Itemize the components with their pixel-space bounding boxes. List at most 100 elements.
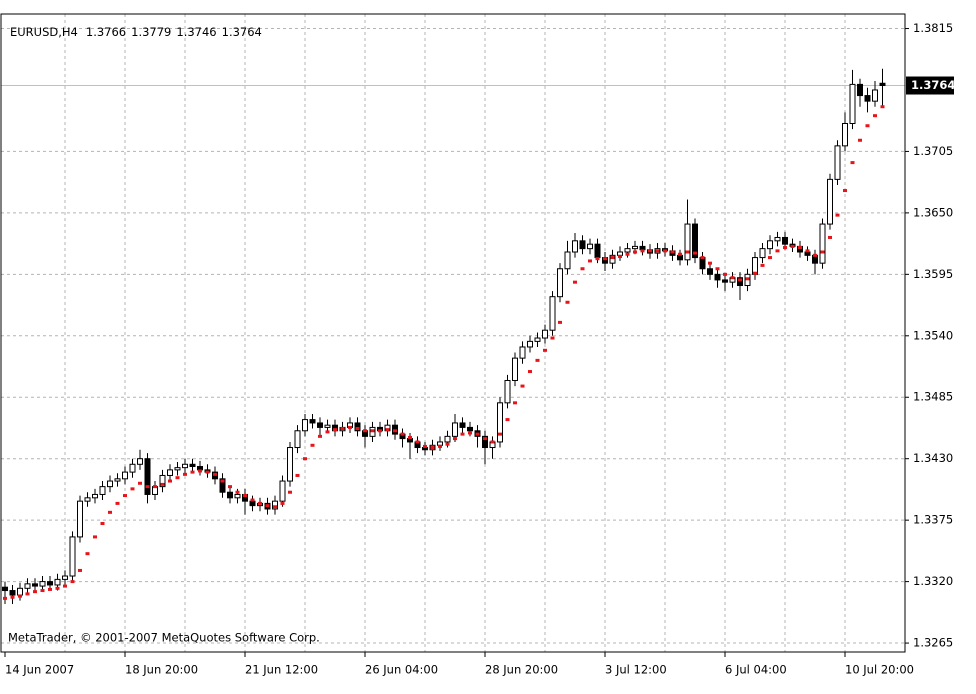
x-tick-label: 10 Jul 20:00 — [845, 663, 914, 677]
indicator-dot — [85, 552, 90, 556]
candle-body — [144, 458, 151, 495]
candle-body — [77, 500, 83, 538]
candle-body — [62, 575, 68, 580]
candle-body — [564, 251, 571, 270]
indicator-dot — [483, 437, 487, 441]
y-tick-label: 1.3595 — [913, 267, 953, 281]
candle-body — [167, 469, 173, 476]
indicator-dot — [130, 487, 135, 491]
candle-body — [542, 329, 548, 339]
candle-body — [737, 277, 743, 287]
indicator-dot — [588, 259, 592, 263]
candle-body — [234, 493, 241, 499]
indicator-dot — [558, 320, 562, 324]
x-tick-label: 28 Jun 20:00 — [485, 663, 558, 677]
candle-body — [497, 402, 503, 443]
candle-body — [279, 480, 286, 502]
x-tick-label: 21 Jun 12:00 — [245, 663, 318, 677]
indicator-dot — [205, 470, 210, 474]
candle-body — [759, 248, 766, 259]
indicator-dot — [618, 254, 622, 258]
candle-body — [819, 223, 826, 264]
indicator-dot — [235, 490, 240, 494]
y-tick-label: 1.3265 — [913, 636, 953, 650]
price-label-box — [906, 76, 954, 95]
indicator-dot — [700, 256, 705, 260]
candle-body — [24, 583, 31, 589]
candle-body — [92, 493, 98, 499]
indicator-dot — [40, 589, 45, 593]
indicator-dot — [768, 256, 772, 260]
indicator-dot — [438, 444, 442, 448]
indicator-dot — [213, 472, 217, 476]
plot-border — [0, 13, 906, 653]
candle-body — [579, 240, 586, 250]
indicator-dot — [685, 250, 690, 254]
candle-body — [707, 268, 713, 275]
indicator-dot — [385, 428, 390, 432]
candle-body — [587, 243, 593, 250]
indicator-dot — [880, 105, 885, 109]
indicator-dot — [783, 246, 787, 250]
y-tick-label: 1.3650 — [913, 205, 953, 219]
indicator-dot — [18, 594, 22, 598]
indicator-dot — [280, 501, 285, 505]
indicator-dot — [228, 485, 232, 489]
open-value: 1.3766 — [86, 25, 126, 39]
candle-body — [294, 430, 301, 449]
candle-body — [782, 236, 788, 245]
indicator-dot — [168, 479, 172, 483]
indicator-dot — [160, 482, 165, 486]
candle-body — [444, 435, 451, 443]
candle-body — [609, 254, 616, 264]
indicator-dot — [678, 252, 682, 256]
annotation: MetaTrader, © 2001-2007 MetaQuotes Softw… — [8, 631, 320, 645]
low-value: 1.3746 — [176, 25, 216, 39]
indicator-dot — [78, 568, 82, 572]
candle-body — [137, 458, 143, 465]
y-tick-label: 1.3815 — [913, 21, 953, 35]
candle-body — [572, 240, 578, 253]
candle-body — [827, 178, 833, 225]
indicator-dot — [550, 336, 555, 340]
candle-body — [114, 478, 121, 482]
indicator-dot — [730, 276, 735, 280]
candle-body — [639, 245, 646, 251]
candle-body — [527, 340, 533, 348]
candle-body — [557, 268, 563, 298]
indicator-dot — [505, 418, 510, 422]
candle-body — [227, 491, 233, 499]
x-tick-label: 26 Jun 04:00 — [365, 663, 438, 677]
indicator-dot — [153, 485, 157, 489]
indicator-dot — [475, 432, 480, 436]
candle-body — [857, 83, 863, 97]
indicator-dot — [258, 501, 262, 505]
axis: 1.3815 1.3705 1.3650 1.3595 1.3540 1.3485 1.34… — [4, 21, 955, 677]
high-value: 1.3779 — [131, 25, 171, 39]
indicator-dot — [198, 469, 202, 473]
indicator-dot — [303, 457, 307, 461]
indicator-dot — [108, 510, 112, 514]
grid — [1, 14, 905, 652]
indicator-dot — [48, 587, 52, 591]
candle-body — [452, 422, 458, 437]
candle-body — [804, 251, 811, 256]
indicator-dot — [355, 427, 360, 431]
indicator-dot — [663, 249, 667, 253]
indicator-dot — [250, 498, 255, 502]
indicator-dot — [115, 501, 120, 505]
price-label: 1.3764 — [911, 78, 955, 92]
indicator-dot — [453, 437, 457, 441]
candle-body — [774, 236, 781, 242]
candle-body — [872, 89, 878, 102]
indicator-dot — [348, 425, 352, 429]
y-tick-label: 1.3375 — [913, 513, 953, 527]
candle-body — [69, 536, 76, 577]
indicator-dot — [423, 444, 427, 448]
indicator-dot — [175, 476, 180, 480]
candle-body — [722, 279, 728, 283]
indicator-dot — [753, 271, 757, 275]
x-tick-label: 18 Jun 20:00 — [125, 663, 198, 677]
indicator-dot — [723, 272, 727, 276]
indicator-dot — [633, 250, 637, 254]
